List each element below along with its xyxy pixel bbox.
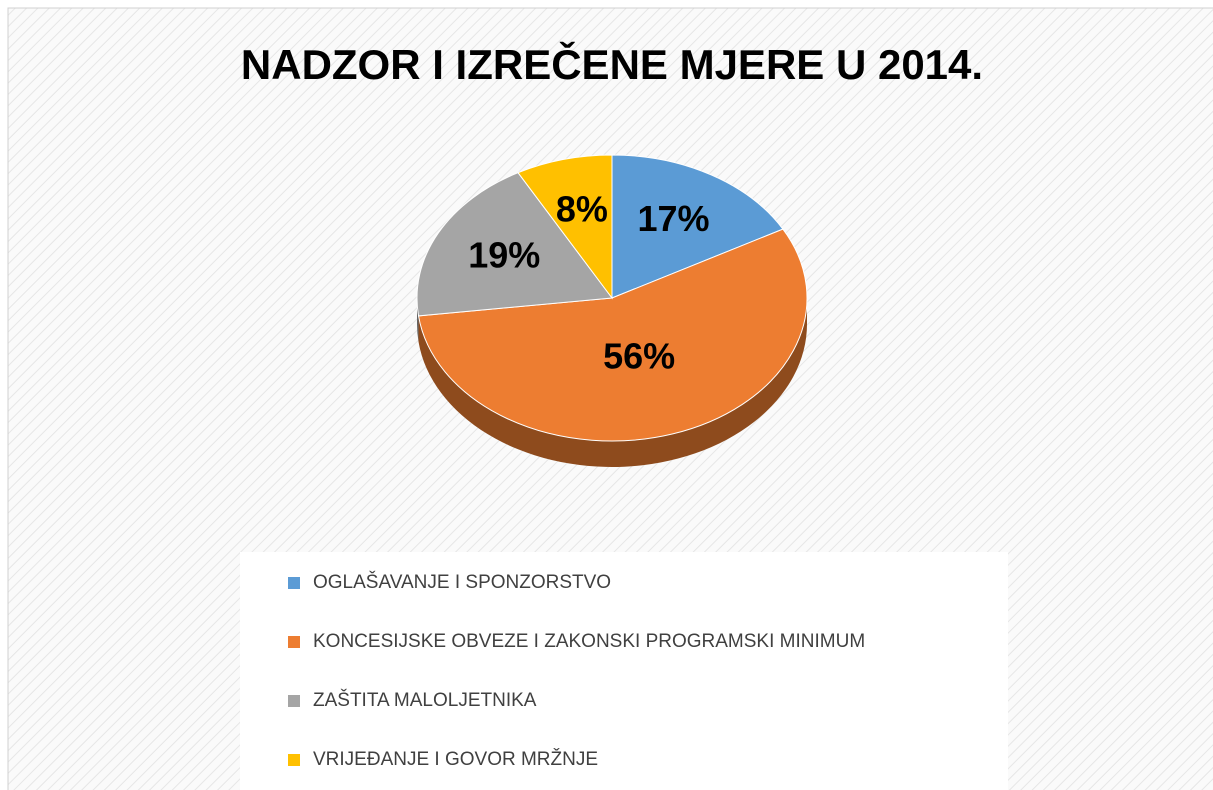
legend-label: ZAŠTITA MALOLJETNIKA: [313, 689, 537, 711]
legend-label: OGLAŠAVANJE I SPONZORSTVO: [313, 571, 611, 593]
slice: [611, 154, 784, 299]
legend-box: [240, 552, 1008, 790]
value-label: 19%: [468, 234, 540, 275]
value-labels: 17% 56% 19% 8%: [468, 189, 709, 377]
legend-swatch: [288, 577, 300, 589]
legend-swatch: [288, 754, 300, 766]
slice: [517, 154, 613, 300]
value-label: 8%: [556, 189, 608, 230]
slice-side: [418, 298, 808, 468]
slice: [416, 172, 613, 317]
chart-title: NADZOR I IZREČENE MJERE U 2014.: [241, 40, 983, 88]
pie-tops: [416, 154, 808, 442]
value-label: 56%: [603, 336, 675, 377]
legend-label: KONCESIJSKE OBVEZE I ZAKONSKI PROGRAMSKI…: [313, 631, 865, 652]
legend-label: VRIJEĐANJE I GOVOR MRŽNJE: [313, 748, 598, 770]
slice: [417, 228, 808, 442]
legend-swatch: [288, 636, 300, 648]
value-label: 17%: [638, 198, 710, 239]
legend-swatch: [288, 695, 300, 707]
legend: OGLAŠAVANJE I SPONZORSTVO KONCESIJSKE OBV…: [288, 571, 865, 770]
